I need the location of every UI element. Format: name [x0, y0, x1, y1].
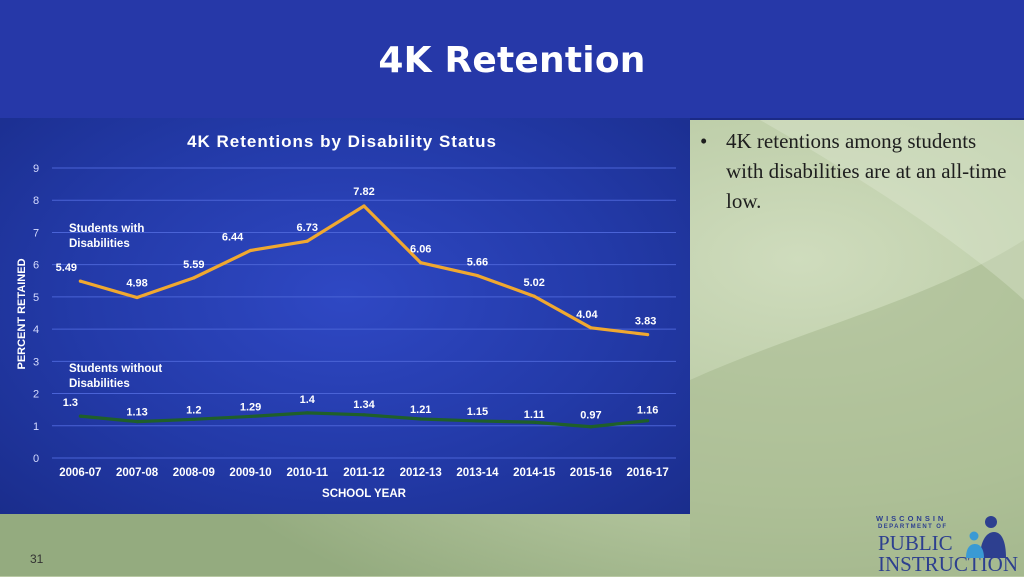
data-label: 1.13 [126, 407, 147, 419]
page-number: 31 [30, 552, 44, 566]
series-name-label: Students without [69, 363, 162, 375]
y-tick-label: 7 [33, 227, 39, 239]
line-chart: 4K Retentions by Disability Status 0 1 2 3 4… [16, 132, 676, 500]
data-point [419, 417, 423, 421]
bullet-text: 4K retentions among students with disabi… [726, 129, 1007, 213]
series-name-label: Disabilities [69, 238, 130, 250]
data-label: 1.15 [467, 406, 488, 418]
data-point [135, 295, 139, 300]
data-point [532, 420, 536, 424]
data-point [475, 419, 480, 423]
data-point [475, 274, 480, 278]
data-label: 0.97 [580, 410, 601, 422]
data-label: 1.16 [637, 405, 658, 417]
slide-header: 4K Retention [0, 0, 1024, 120]
x-tick-label: 2016-17 [627, 467, 669, 479]
data-label: 5.49 [56, 262, 77, 274]
data-label: 5.59 [183, 259, 204, 271]
x-axis-ticks: 2006-07 2007-08 2008-09 2009-10 2010-11 2011-… [59, 467, 668, 479]
logo-figures-icon [966, 516, 1006, 558]
bullet-marker: • [700, 129, 708, 153]
data-point [78, 279, 82, 283]
data-label: 1.2 [186, 404, 201, 416]
y-axis-label: PERCENT RETAINED [16, 258, 28, 369]
data-labels: 5.49 4.98 5.59 6.44 6.73 7.82 6.06 5.66 5.02 4.04… [56, 186, 659, 422]
data-label: 5.02 [523, 277, 544, 289]
data-label: 5.66 [467, 257, 488, 269]
data-point [646, 419, 650, 423]
data-label: 1.4 [300, 394, 316, 406]
y-tick-label: 4 [33, 324, 39, 336]
chart-panel: 4K Retentions by Disability Status 0 1 2 3 4… [0, 118, 690, 514]
data-label: 1.21 [410, 404, 431, 416]
y-tick-label: 1 [33, 421, 39, 433]
slide-title: 4K Retention [378, 40, 646, 81]
y-tick-label: 2 [33, 389, 39, 401]
data-label: 4.04 [576, 309, 598, 321]
data-point [589, 326, 593, 330]
y-axis-ticks: 0 1 2 3 4 5 6 7 8 9 [33, 163, 39, 465]
x-tick-label: 2011-12 [343, 467, 385, 479]
logo-line-public: PUBLIC [878, 531, 953, 555]
data-label: 7.82 [353, 186, 374, 198]
logo-line-wisconsin: WISCONSIN [876, 514, 947, 523]
x-tick-label: 2014-15 [513, 467, 556, 479]
data-point [192, 417, 196, 421]
x-tick-label: 2015-16 [570, 467, 612, 479]
data-point [192, 276, 196, 280]
gridlines [52, 167, 676, 459]
x-tick-label: 2007-08 [116, 467, 159, 479]
dpi-logo: WISCONSIN DEPARTMENT OF PUBLIC INSTRUCTI… [876, 512, 1018, 576]
data-label: 4.98 [126, 278, 147, 290]
data-point [532, 294, 536, 298]
data-label: 1.34 [353, 399, 375, 411]
logo-line-department: DEPARTMENT OF [878, 524, 948, 530]
data-point [589, 425, 593, 429]
x-tick-label: 2012-13 [400, 467, 442, 479]
series-name-label: Disabilities [69, 378, 130, 390]
data-point [362, 204, 366, 208]
y-tick-label: 0 [33, 453, 39, 465]
data-point [419, 261, 423, 265]
data-point [305, 411, 309, 415]
data-label: 6.73 [297, 222, 318, 234]
y-tick-label: 6 [33, 260, 39, 272]
data-label: 1.11 [524, 409, 545, 421]
x-tick-label: 2009-10 [229, 467, 271, 479]
data-point [646, 332, 650, 337]
chart-title: 4K Retentions by Disability Status [187, 132, 497, 151]
x-tick-label: 2008-09 [173, 467, 215, 479]
y-tick-label: 3 [33, 356, 39, 368]
series-names: Students with Disabilities Students withou… [69, 223, 162, 390]
chart-series [78, 204, 650, 429]
data-label: 6.06 [410, 244, 431, 256]
data-point [305, 239, 309, 243]
x-axis-label: SCHOOL YEAR [322, 488, 407, 500]
series-line-0 [79, 204, 648, 337]
series-name-label: Students with [69, 223, 144, 235]
y-tick-label: 5 [33, 292, 39, 304]
data-label: 6.44 [222, 231, 244, 243]
data-point [248, 414, 253, 419]
data-point [248, 248, 253, 253]
data-point [78, 414, 82, 418]
data-label: 3.83 [635, 316, 656, 328]
x-tick-label: 2013-14 [456, 467, 499, 479]
data-label: 1.3 [63, 397, 78, 409]
data-label: 1.29 [240, 401, 261, 413]
x-tick-label: 2010-11 [286, 467, 328, 479]
data-point [362, 413, 366, 417]
x-tick-label: 2006-07 [59, 467, 101, 479]
y-tick-label: 9 [33, 163, 39, 175]
data-point [135, 419, 139, 424]
y-tick-label: 8 [33, 195, 39, 207]
